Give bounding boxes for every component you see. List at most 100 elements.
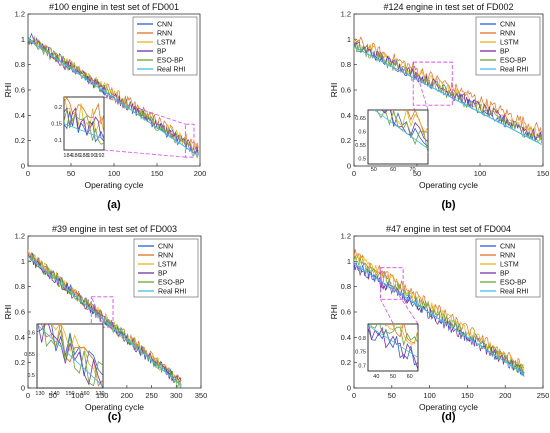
legend-entry: Real RHI — [158, 289, 186, 296]
zoom-series-line — [373, 110, 428, 149]
panel-label: (d) — [441, 411, 455, 423]
chart-panel-1: #100 engine in test set of FD001 0 50 100 15… — [3, 2, 206, 211]
x-tick-label: 200 — [499, 391, 512, 400]
x-tick-label: 150 — [537, 169, 550, 178]
x-axis-label: Operating cycle — [84, 180, 143, 190]
legend-entry: ESO-BP — [157, 58, 184, 65]
zoom-series-line — [64, 107, 104, 142]
legend-entry: Real RHI — [500, 289, 528, 296]
zoom-x-tick-label: 60 — [407, 374, 413, 380]
y-tick-label: 0.8 — [341, 60, 351, 69]
chart-title: #100 engine in test set of FD001 — [49, 2, 179, 12]
y-tick-label: 0.8 — [341, 282, 351, 291]
zoom-x-tick-label: 190 — [87, 153, 96, 159]
x-tick-label: 0 — [26, 391, 30, 400]
series-line-real-rhi — [354, 263, 525, 375]
panel-label: (a) — [107, 199, 121, 211]
y-tick-label: 0.4 — [15, 333, 25, 342]
y-tick-label: 1 — [21, 35, 25, 44]
zoom-series-line — [43, 324, 103, 387]
y-axis-label: RHI — [3, 305, 13, 320]
zoom-series-line — [385, 324, 418, 344]
zoom-inset-box — [367, 109, 429, 165]
zoom-x-tick-label: 40 — [373, 374, 379, 380]
y-axis-label: RHI — [3, 83, 13, 98]
zoom-y-tick-label: 0.15 — [51, 122, 62, 128]
panel-label: (b) — [441, 199, 455, 211]
chart-title: #39 engine in test set of FD003 — [52, 224, 177, 234]
y-tick-label: 1 — [21, 257, 25, 266]
zoom-series-line — [368, 325, 418, 358]
legend-entry: BP — [158, 271, 168, 278]
zoom-series-line — [37, 324, 103, 388]
legend-entry: CNN — [158, 244, 173, 251]
zoom-y-tick-label: 0.8 — [358, 336, 366, 342]
zoom-source-box — [380, 267, 404, 300]
zoom-x-tick-label: 186 — [71, 153, 80, 159]
zoom-x-tick-label: 60 — [390, 167, 396, 173]
zoom-y-tick-label: 0.55 — [24, 352, 35, 358]
legend-entry: LSTM — [500, 262, 519, 269]
series-line-eso-bp — [28, 254, 182, 388]
x-tick-label: 150 — [461, 391, 474, 400]
zoom-series-line — [369, 324, 418, 347]
legend-entry: CNN — [500, 244, 515, 251]
x-tick-label: 350 — [195, 391, 208, 400]
zoom-x-tick-label: 170 — [95, 391, 104, 397]
y-tick-label: 0 — [347, 162, 351, 171]
y-tick-label: 1.2 — [341, 10, 351, 19]
x-tick-label: 200 — [121, 391, 134, 400]
x-tick-label: 0 — [352, 169, 356, 178]
legend-entry: ESO-BP — [500, 58, 527, 65]
x-tick-label: 50 — [67, 169, 75, 178]
zoom-x-tick-label: 192 — [95, 153, 104, 159]
chart-title: #47 engine in test set of FD004 — [386, 224, 511, 234]
y-tick-label: 0.6 — [15, 308, 25, 317]
x-tick-label: 300 — [170, 391, 183, 400]
y-tick-label: 0.2 — [15, 136, 25, 145]
legend-entry: RNN — [500, 31, 515, 38]
series-line-lstm — [354, 37, 543, 140]
series-line-bp — [28, 38, 199, 154]
zoom-y-tick-label: 0.2 — [54, 105, 62, 111]
y-tick-label: 0.2 — [341, 358, 351, 367]
x-tick-label: 150 — [151, 169, 164, 178]
x-tick-label: 50 — [413, 169, 421, 178]
legend-entry: ESO-BP — [158, 280, 185, 287]
zoom-connector — [90, 296, 104, 325]
zoom-series-line — [386, 324, 418, 345]
zoom-series-line — [64, 123, 104, 140]
y-tick-label: 0.6 — [341, 308, 351, 317]
y-tick-label: 0 — [347, 384, 351, 393]
legend-entry: RNN — [157, 31, 172, 38]
y-axis-label: RHI — [329, 83, 339, 98]
zoom-series-line — [383, 110, 428, 147]
zoom-series-line — [64, 97, 104, 125]
zoom-y-tick-label: 0.1 — [54, 138, 62, 144]
zoom-series-line — [392, 110, 428, 136]
x-axis-label: Operating cycle — [419, 402, 478, 412]
zoom-y-tick-label: 0.55 — [355, 143, 366, 149]
y-tick-label: 1.2 — [15, 10, 25, 19]
panel-label: (c) — [108, 411, 122, 423]
series-line-lstm — [354, 253, 525, 372]
zoom-source-box — [412, 61, 453, 106]
zoom-source-box — [184, 123, 195, 158]
x-tick-label: 150 — [96, 391, 109, 400]
legend-entry: BP — [157, 49, 167, 56]
legend-entry: CNN — [500, 22, 515, 29]
legend-box — [475, 16, 541, 76]
y-tick-label: 0.6 — [15, 86, 25, 95]
x-tick-label: 100 — [71, 391, 84, 400]
zoom-y-tick-label: 0.6 — [358, 130, 366, 136]
series-line-eso-bp — [28, 36, 199, 158]
zoom-connector — [103, 149, 186, 158]
y-tick-label: 1.2 — [15, 232, 25, 241]
zoom-x-tick-label: 50 — [371, 167, 377, 173]
legend-box — [132, 16, 198, 76]
x-tick-label: 0 — [26, 169, 30, 178]
series-line-real-rhi — [354, 46, 542, 145]
zoom-series-line — [37, 324, 103, 377]
legend-entry: CNN — [157, 22, 172, 29]
